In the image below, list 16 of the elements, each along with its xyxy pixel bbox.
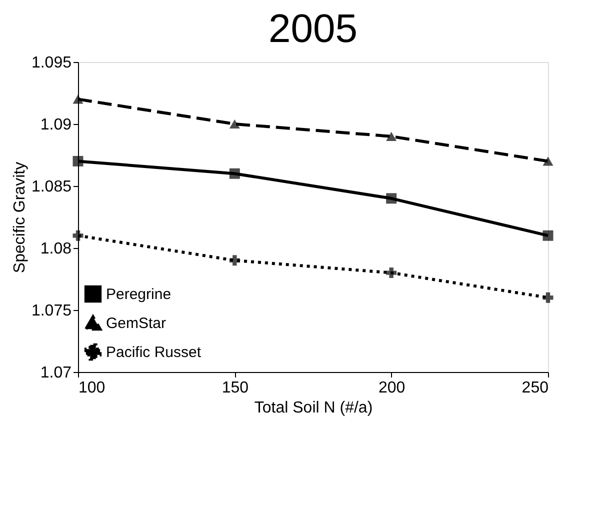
legend-label: Pacific Russet bbox=[106, 344, 202, 361]
y-tick-label: 1.095 bbox=[31, 54, 72, 72]
x-tick-label: 150 bbox=[222, 380, 249, 396]
x-axis-title: Total Soil N (#/a) bbox=[254, 400, 373, 416]
y-tick-label: 1.08 bbox=[40, 240, 72, 258]
chart-title: 2005 bbox=[268, 7, 358, 51]
x-tick-label: 250 bbox=[522, 380, 549, 396]
y-tick-label: 1.075 bbox=[31, 302, 72, 320]
legend-label: Peregrine bbox=[106, 286, 172, 303]
y-tick-label: 1.07 bbox=[40, 364, 72, 382]
y-axis-title: Specific Gravity bbox=[11, 162, 28, 274]
legend-label: GemStar bbox=[106, 315, 166, 332]
y-tick-label: 1.09 bbox=[40, 116, 72, 134]
x-tick-label: 200 bbox=[378, 380, 406, 396]
y-tick-label: 1.085 bbox=[31, 178, 72, 196]
x-tick-label: 100 bbox=[78, 380, 106, 396]
